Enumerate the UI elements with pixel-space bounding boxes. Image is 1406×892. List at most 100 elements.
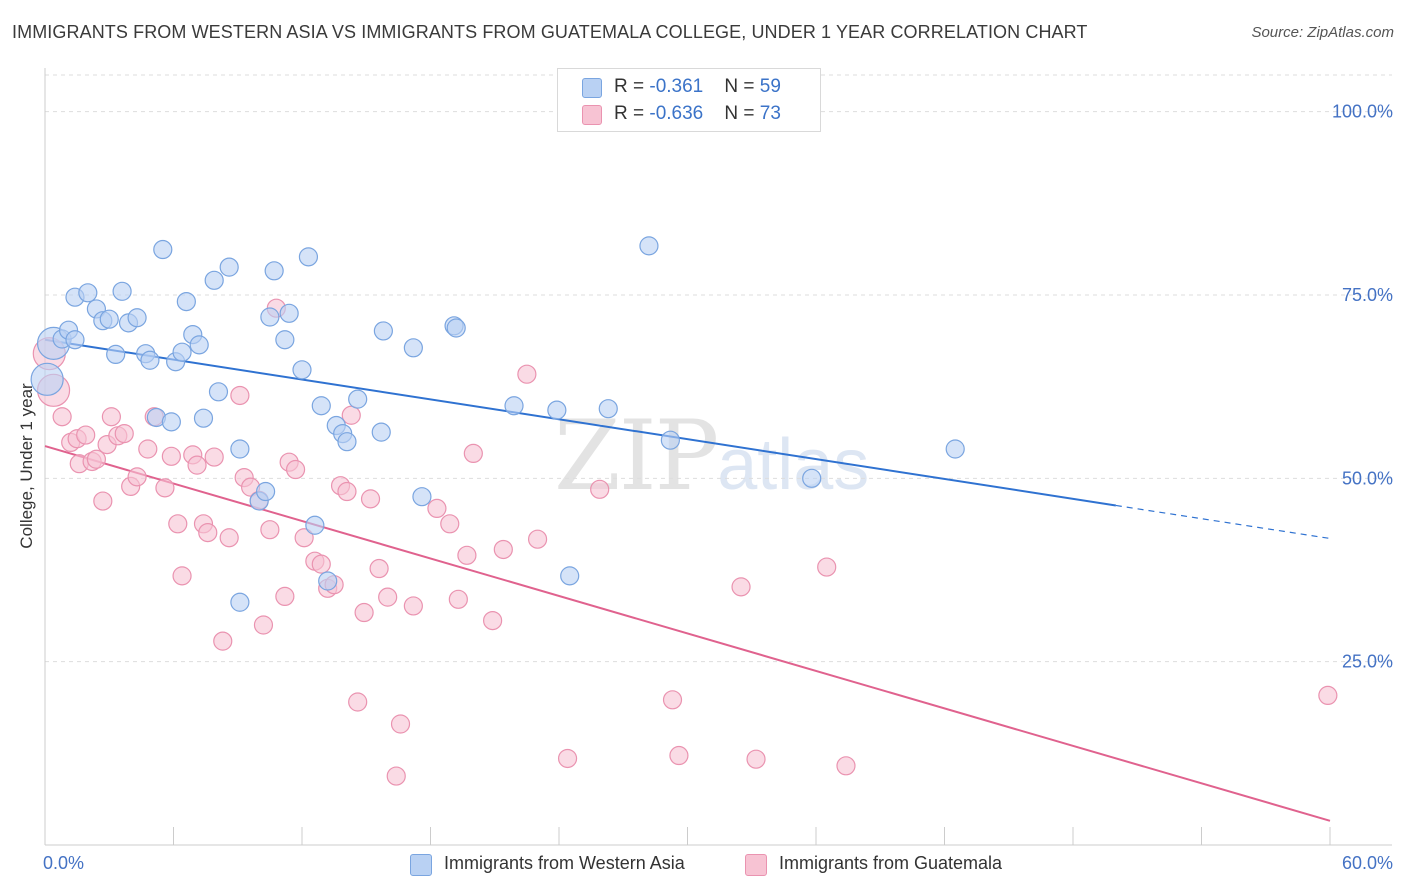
data-point-guatemala — [260, 520, 280, 540]
series-guatemala — [32, 298, 1338, 786]
data-point-guatemala — [285, 459, 306, 480]
series-western-asia — [30, 236, 965, 612]
data-point-western-asia — [230, 439, 250, 459]
data-point-guatemala — [354, 602, 374, 623]
data-point-guatemala — [386, 766, 406, 786]
legend-n-label: N = — [724, 76, 760, 97]
data-point-guatemala — [311, 554, 331, 574]
data-point-guatemala — [86, 449, 107, 469]
data-point-guatemala — [275, 586, 295, 607]
data-point-western-asia — [172, 342, 192, 362]
data-point-western-asia — [639, 236, 659, 256]
source-credit: Source: ZipAtlas.com — [1251, 24, 1394, 41]
correlation-legend: R = -0.361 N = 59 R = -0.636 N = 73 — [557, 68, 821, 132]
data-point-western-asia — [204, 270, 224, 290]
data-point-western-asia — [140, 350, 160, 370]
data-point-guatemala — [76, 425, 96, 445]
data-point-western-asia — [318, 571, 338, 591]
data-point-western-asia — [208, 382, 229, 402]
data-point-guatemala — [590, 479, 610, 499]
data-point-western-asia — [598, 399, 618, 419]
legend-swatch-pink — [745, 854, 767, 876]
data-point-guatemala — [93, 491, 113, 511]
data-point-guatemala — [187, 455, 207, 475]
chart-title: IMMIGRANTS FROM WESTERN ASIA VS IMMIGRAN… — [12, 22, 1088, 42]
trend-line-western-asia-extension — [1115, 504, 1331, 540]
data-point-western-asia — [65, 330, 85, 350]
data-point-guatemala — [427, 498, 447, 518]
y-tick-label: 100.0% — [1332, 102, 1393, 122]
data-point-western-asia — [99, 309, 119, 329]
x-tick-label: 0.0% — [43, 853, 84, 873]
data-point-guatemala — [198, 522, 218, 543]
data-point-guatemala — [517, 364, 537, 384]
y-axis-label: College, Under 1 year — [17, 383, 36, 549]
data-point-western-asia — [153, 239, 173, 260]
data-point-western-asia — [275, 330, 295, 350]
legend-r-label: R = — [614, 76, 650, 97]
data-point-guatemala — [390, 714, 411, 734]
data-point-guatemala — [168, 514, 188, 534]
data-point-western-asia — [660, 430, 680, 450]
axes — [44, 68, 1392, 846]
legend-n-value: 73 — [759, 103, 781, 124]
data-point-western-asia — [373, 321, 393, 341]
legend-swatch-pink — [582, 105, 602, 125]
data-point-guatemala — [114, 424, 134, 444]
data-point-western-asia — [106, 344, 126, 364]
data-point-western-asia — [189, 335, 209, 355]
legend-swatch-blue — [582, 78, 602, 98]
legend-swatch-blue — [410, 854, 432, 876]
trend-lines — [44, 338, 1331, 822]
data-point-guatemala — [52, 407, 72, 427]
data-point-western-asia — [403, 338, 423, 358]
data-point-guatemala — [836, 756, 856, 776]
data-point-western-asia — [547, 400, 567, 420]
data-point-western-asia — [305, 515, 325, 535]
legend-r-value: -0.361 — [649, 76, 704, 97]
data-point-western-asia — [292, 360, 312, 380]
x-tick-label: 60.0% — [1342, 853, 1393, 873]
data-point-guatemala — [483, 610, 503, 631]
data-point-western-asia — [348, 389, 368, 409]
data-point-guatemala — [527, 529, 548, 549]
series-legend: Immigrants from Western Asia Immigrants … — [0, 852, 1406, 878]
watermark-zip: ZIP — [554, 400, 719, 512]
data-point-western-asia — [560, 566, 580, 586]
data-point-guatemala — [1318, 685, 1338, 706]
trend-line-guatemala — [44, 445, 1331, 822]
data-point-guatemala — [204, 447, 224, 467]
tick-labels: 25.0% 50.0% 75.0% 100.0% 0.0% 60.0% — [43, 102, 1393, 873]
data-point-western-asia — [255, 481, 276, 502]
legend-r-value: -0.636 — [649, 103, 704, 124]
data-point-western-asia — [504, 396, 524, 416]
y-tick-label: 50.0% — [1342, 468, 1393, 488]
data-point-western-asia — [802, 468, 822, 488]
data-point-guatemala — [253, 615, 274, 635]
grid-lines — [45, 74, 1392, 663]
data-point-western-asia — [112, 281, 132, 301]
data-point-guatemala — [101, 407, 121, 427]
data-point-western-asia — [30, 362, 64, 396]
data-point-western-asia — [161, 412, 181, 432]
data-point-western-asia — [945, 439, 965, 459]
data-point-western-asia — [264, 261, 284, 281]
data-point-western-asia — [279, 303, 299, 323]
legend-r-label: R = — [614, 103, 650, 124]
data-point-western-asia — [446, 318, 466, 338]
data-point-guatemala — [669, 745, 689, 766]
data-point-guatemala — [746, 749, 766, 769]
data-point-guatemala — [348, 692, 368, 712]
data-point-guatemala — [557, 748, 578, 769]
data-point-guatemala — [378, 587, 398, 607]
data-point-guatemala — [127, 467, 147, 487]
data-point-guatemala — [294, 528, 314, 548]
data-point-western-asia — [127, 308, 147, 328]
data-point-western-asia — [260, 307, 280, 327]
y-tick-label: 75.0% — [1342, 285, 1393, 305]
legend-label: Immigrants from Guatemala — [779, 853, 1003, 873]
legend-n-label: N = — [724, 103, 760, 124]
data-point-western-asia — [311, 396, 331, 416]
data-point-guatemala — [731, 577, 751, 597]
watermark: ZIPatlas — [554, 400, 869, 512]
